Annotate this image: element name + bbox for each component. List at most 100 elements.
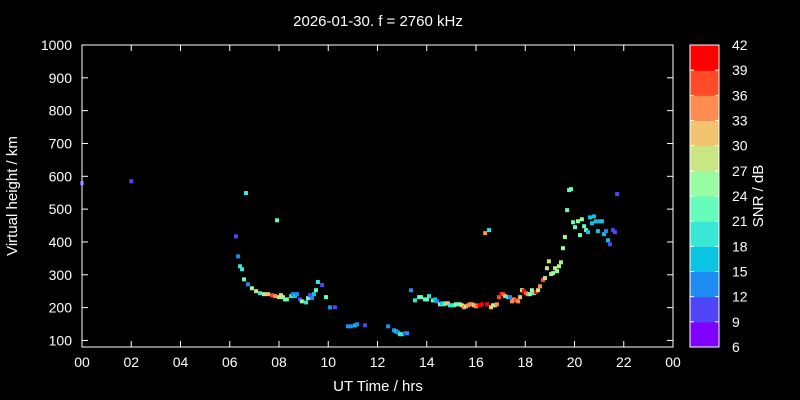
data-point (577, 233, 582, 238)
x-tick-label: 00 (665, 354, 681, 370)
colorbar-band (690, 70, 719, 96)
data-point (591, 214, 596, 219)
data-point (309, 296, 314, 301)
x-tick-label: 08 (271, 354, 287, 370)
data-point (607, 242, 612, 247)
x-tick-label: 10 (320, 354, 336, 370)
data-point (273, 294, 278, 299)
y-tick-label: 300 (49, 267, 73, 283)
data-point (538, 284, 543, 289)
data-point (556, 264, 561, 269)
colorbar-tick-label: 9 (732, 314, 740, 330)
x-tick-label: 12 (370, 354, 386, 370)
data-point (129, 179, 134, 184)
data-point (485, 302, 490, 307)
x-axis-label: UT Time / hrs (333, 378, 423, 395)
x-tick-label: 04 (173, 354, 189, 370)
data-point (299, 299, 304, 304)
y-tick-label: 700 (49, 135, 73, 151)
data-point (588, 215, 593, 220)
data-point (424, 297, 429, 302)
colorbar-band (690, 120, 719, 147)
y-tick-label: 500 (49, 201, 73, 217)
colorbar-band (690, 271, 719, 298)
colorbar-tick-label: 27 (732, 163, 748, 179)
data-points (80, 179, 620, 337)
data-point (546, 259, 551, 264)
colorbar-band (690, 45, 719, 71)
data-point (245, 282, 250, 287)
data-point (555, 269, 560, 274)
colorbar-tick-label: 24 (732, 188, 748, 204)
chart-title: 2026-01-30. f = 2760 kHz (293, 13, 463, 30)
data-point (562, 235, 567, 240)
data-point (400, 332, 405, 337)
data-point (604, 229, 609, 234)
y-tick-label: 900 (49, 70, 73, 86)
colorbar-band (690, 321, 719, 348)
x-tick-label: 06 (222, 354, 238, 370)
x-tick-label: 20 (567, 354, 583, 370)
data-point (575, 219, 580, 224)
colorbar-band (690, 296, 719, 323)
data-point (553, 266, 558, 271)
data-point (494, 302, 499, 307)
data-point (496, 295, 501, 300)
y-axis: 100 200 300 400 500 600 700 800 900 1000 (41, 37, 673, 348)
data-point (558, 260, 563, 265)
data-point (536, 288, 541, 293)
data-point (479, 302, 484, 307)
data-point (582, 224, 587, 229)
data-point (589, 221, 594, 226)
colorbar-tick-label: 36 (732, 87, 748, 103)
data-point (527, 292, 532, 297)
data-point (327, 305, 332, 310)
data-point (345, 324, 350, 329)
data-point (265, 292, 270, 297)
data-point (507, 295, 512, 300)
y-tick-label: 800 (49, 103, 73, 119)
data-point (435, 299, 440, 304)
data-point (551, 271, 556, 276)
data-point (605, 238, 610, 243)
y-tick-label: 400 (49, 234, 73, 250)
colorbar-band (690, 170, 719, 197)
y-tick-label: 100 (49, 332, 73, 348)
colorbar-band (690, 95, 719, 121)
colorbar-tick-label: 42 (732, 37, 748, 53)
data-point (544, 266, 549, 271)
data-point (560, 246, 565, 251)
data-point (487, 228, 492, 233)
data-point (315, 280, 320, 285)
data-point (612, 230, 617, 235)
x-tick-label: 02 (123, 354, 139, 370)
x-tick-label: 18 (517, 354, 533, 370)
data-point (593, 219, 598, 224)
data-point (419, 295, 424, 300)
data-point (233, 234, 238, 239)
colorbar-band (690, 221, 719, 247)
data-point (600, 219, 605, 224)
data-point (529, 288, 534, 293)
colorbar-tick-label: 30 (732, 138, 748, 154)
y-axis-label: Virtual height / km (4, 136, 21, 256)
data-point (565, 208, 570, 213)
data-point (284, 297, 289, 302)
colorbar-label: SNR / dB (750, 165, 767, 228)
colorbar-band (690, 196, 719, 222)
data-point (242, 277, 247, 282)
colorbar-tick-label: 15 (732, 264, 748, 280)
data-point (579, 217, 584, 222)
colorbar-tick-label: 33 (732, 113, 748, 129)
data-point (313, 288, 318, 293)
x-axis: 00 02 04 06 08 10 12 14 16 18 20 22 00 (74, 45, 681, 370)
colorbar-tick-label: 21 (732, 213, 748, 229)
data-point (240, 267, 245, 272)
data-point (602, 232, 607, 237)
data-point (258, 291, 263, 296)
data-point (249, 286, 254, 291)
data-point (426, 294, 431, 299)
data-point (595, 229, 600, 234)
data-point (386, 324, 391, 329)
